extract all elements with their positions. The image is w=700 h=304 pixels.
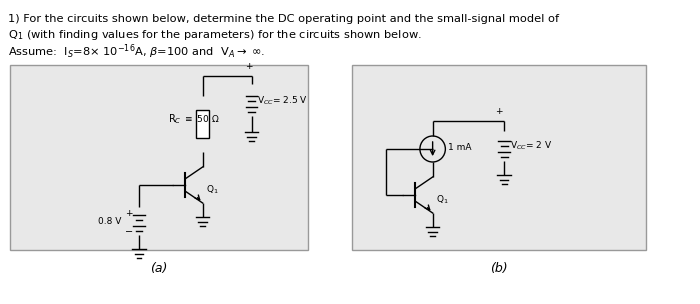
Text: $\equiv$ 50 $\Omega$: $\equiv$ 50 $\Omega$ <box>183 113 220 125</box>
Text: 0.8 V: 0.8 V <box>98 216 121 226</box>
Text: Q$_1$ (with finding values for the parameters) for the circuits shown below.: Q$_1$ (with finding values for the param… <box>8 28 421 42</box>
Text: 1) For the circuits shown below, determine the DC operating point and the small-: 1) For the circuits shown below, determi… <box>8 14 559 24</box>
Text: Q$_1$: Q$_1$ <box>206 184 218 196</box>
Text: Assume:  I$_S$=8$\times$ 10$^{-16}$A, $\beta$=100 and  V$_A$$\rightarrow$ $\inft: Assume: I$_S$=8$\times$ 10$^{-16}$A, $\b… <box>8 42 265 60</box>
Bar <box>10 65 308 250</box>
Text: (a): (a) <box>150 262 168 275</box>
Bar <box>196 110 209 138</box>
Bar <box>352 65 646 250</box>
Text: +: + <box>245 62 253 71</box>
Text: V$_{CC}$= 2 V: V$_{CC}$= 2 V <box>510 140 552 152</box>
Text: V$_{CC}$= 2.5 V: V$_{CC}$= 2.5 V <box>258 95 309 107</box>
Text: +: + <box>125 209 133 219</box>
Text: R$_C$: R$_C$ <box>169 112 182 126</box>
Text: +: + <box>496 107 503 116</box>
Text: (b): (b) <box>491 262 508 275</box>
Text: −: − <box>125 227 133 237</box>
Text: Q$_1$: Q$_1$ <box>435 194 448 206</box>
Text: 1 mA: 1 mA <box>448 143 472 151</box>
